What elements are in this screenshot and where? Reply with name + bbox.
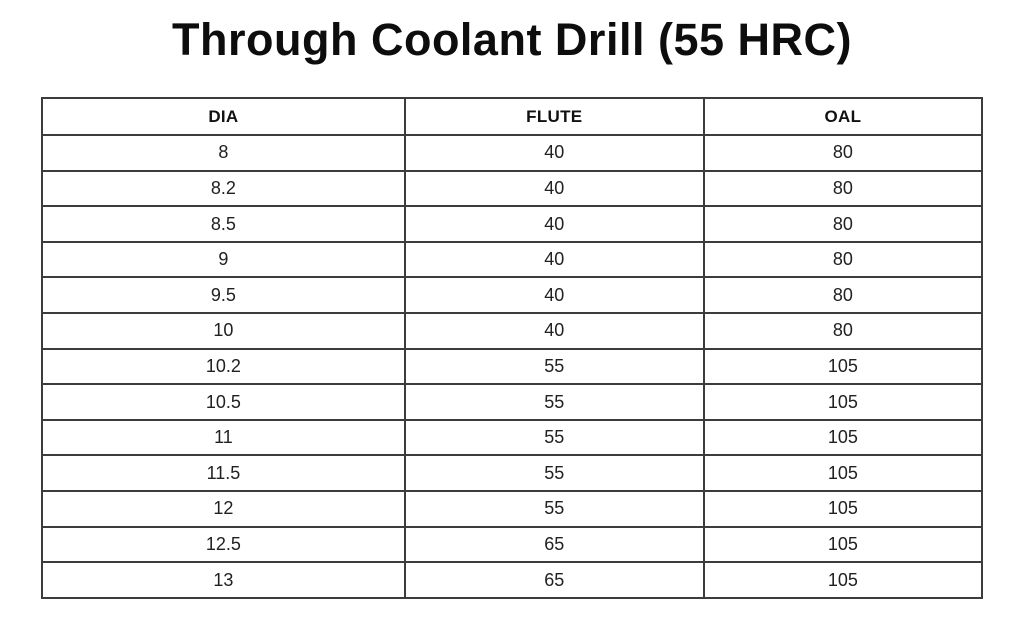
table-row: 12 55 105 [41, 490, 984, 528]
cell-dia: 8.5 [41, 205, 406, 243]
cell-oal: 80 [702, 205, 984, 243]
cell-dia: 11 [41, 418, 406, 457]
column-header-dia: DIA [41, 97, 406, 136]
table-body: 8 40 80 8.2 40 80 8.5 40 80 9 40 80 9.5 … [41, 134, 984, 599]
cell-flute: 55 [403, 347, 705, 386]
table-row: 13 65 105 [41, 561, 984, 599]
page-title: Through Coolant Drill (55 HRC) [172, 14, 852, 65]
cell-flute: 40 [403, 276, 705, 315]
cell-flute: 55 [403, 418, 705, 457]
table-row: 10.5 55 105 [41, 383, 984, 421]
cell-flute: 40 [403, 169, 705, 208]
cell-oal: 105 [702, 418, 984, 457]
cell-dia: 9.5 [41, 276, 406, 315]
cell-oal: 80 [702, 276, 984, 315]
cell-dia: 9 [41, 240, 406, 279]
cell-oal: 105 [702, 383, 984, 421]
table-row: 8 40 80 [41, 134, 984, 172]
cell-oal: 80 [702, 240, 984, 279]
cell-dia: 10 [41, 312, 406, 350]
cell-flute: 40 [403, 312, 705, 350]
table-row: 12.5 65 105 [41, 525, 984, 564]
cell-flute: 55 [403, 454, 705, 493]
table-row: 11.5 55 105 [41, 454, 984, 493]
cell-flute: 55 [403, 490, 705, 528]
cell-flute: 40 [403, 205, 705, 243]
cell-dia: 11.5 [41, 454, 406, 493]
column-header-oal: OAL [702, 97, 984, 136]
cell-dia: 13 [41, 561, 406, 599]
cell-flute: 65 [403, 525, 705, 564]
cell-flute: 65 [403, 561, 705, 599]
cell-oal: 80 [702, 312, 984, 350]
table-row: 8.2 40 80 [41, 169, 984, 208]
cell-flute: 55 [403, 383, 705, 421]
table-row: 11 55 105 [41, 418, 984, 457]
cell-oal: 105 [702, 561, 984, 599]
cell-flute: 40 [403, 240, 705, 279]
cell-dia: 12 [41, 490, 406, 528]
cell-oal: 105 [702, 490, 984, 528]
cell-flute: 40 [403, 134, 705, 172]
cell-oal: 80 [702, 134, 984, 172]
cell-dia: 12.5 [41, 525, 406, 564]
cell-oal: 105 [702, 347, 984, 386]
cell-oal: 80 [702, 169, 984, 208]
table-row: 10 40 80 [41, 312, 984, 350]
cell-oal: 105 [702, 454, 984, 493]
table-row: 10.2 55 105 [41, 347, 984, 386]
header-row: DIA FLUTE OAL [41, 97, 984, 136]
cell-oal: 105 [702, 525, 984, 564]
table-row: 8.5 40 80 [41, 205, 984, 243]
cell-dia: 8 [41, 134, 406, 172]
cell-dia: 10.2 [41, 347, 406, 386]
table-row: 9 40 80 [41, 240, 984, 279]
column-header-flute: FLUTE [403, 97, 705, 136]
cell-dia: 10.5 [41, 383, 406, 421]
cell-dia: 8.2 [41, 169, 406, 208]
drill-spec-table: DIA FLUTE OAL 8 40 80 8.2 40 80 8.5 40 8… [41, 97, 984, 599]
table-row: 9.5 40 80 [41, 276, 984, 315]
